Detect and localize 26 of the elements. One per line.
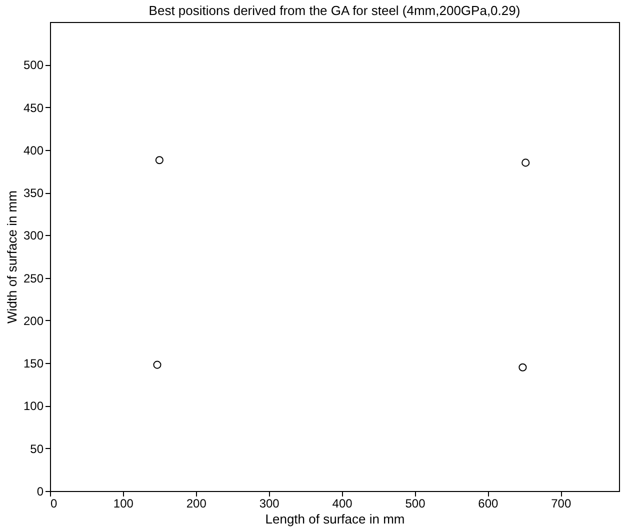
x-axis-title: Length of surface in mm	[265, 512, 405, 526]
y-tick-label: 0	[36, 484, 44, 498]
x-tick-label: 0	[50, 496, 58, 510]
chart-title: Best positions derived from the GA for steel (4mm,200GPa,0.29)	[148, 3, 520, 18]
y-tick-label: 100	[23, 399, 44, 414]
x-tick-label: 600	[478, 496, 499, 510]
y-tick-label: 350	[23, 186, 44, 200]
y-tick-label: 400	[23, 143, 44, 158]
y-tick-label: 50	[30, 442, 44, 456]
point	[522, 158, 530, 167]
y-axis-title: Width of surface in mm	[4, 190, 20, 324]
x-tick-label: 300	[259, 496, 280, 510]
y-tick-label: 250	[23, 271, 44, 286]
point	[153, 360, 162, 369]
x-tick-label: 200	[186, 496, 207, 510]
point	[518, 363, 527, 372]
y-tick-label: 500	[23, 58, 44, 72]
y-tick-label: 200	[23, 314, 44, 328]
y-tick-label: 300	[23, 228, 44, 243]
x-tick-label: 400	[332, 496, 353, 510]
point	[155, 156, 164, 164]
y-tick-label: 450	[23, 100, 44, 115]
x-tick-label: 700	[551, 496, 572, 510]
x-tick-label: 100	[113, 496, 134, 510]
x-tick-label: 500	[405, 496, 426, 510]
y-tick-label: 150	[23, 356, 44, 371]
